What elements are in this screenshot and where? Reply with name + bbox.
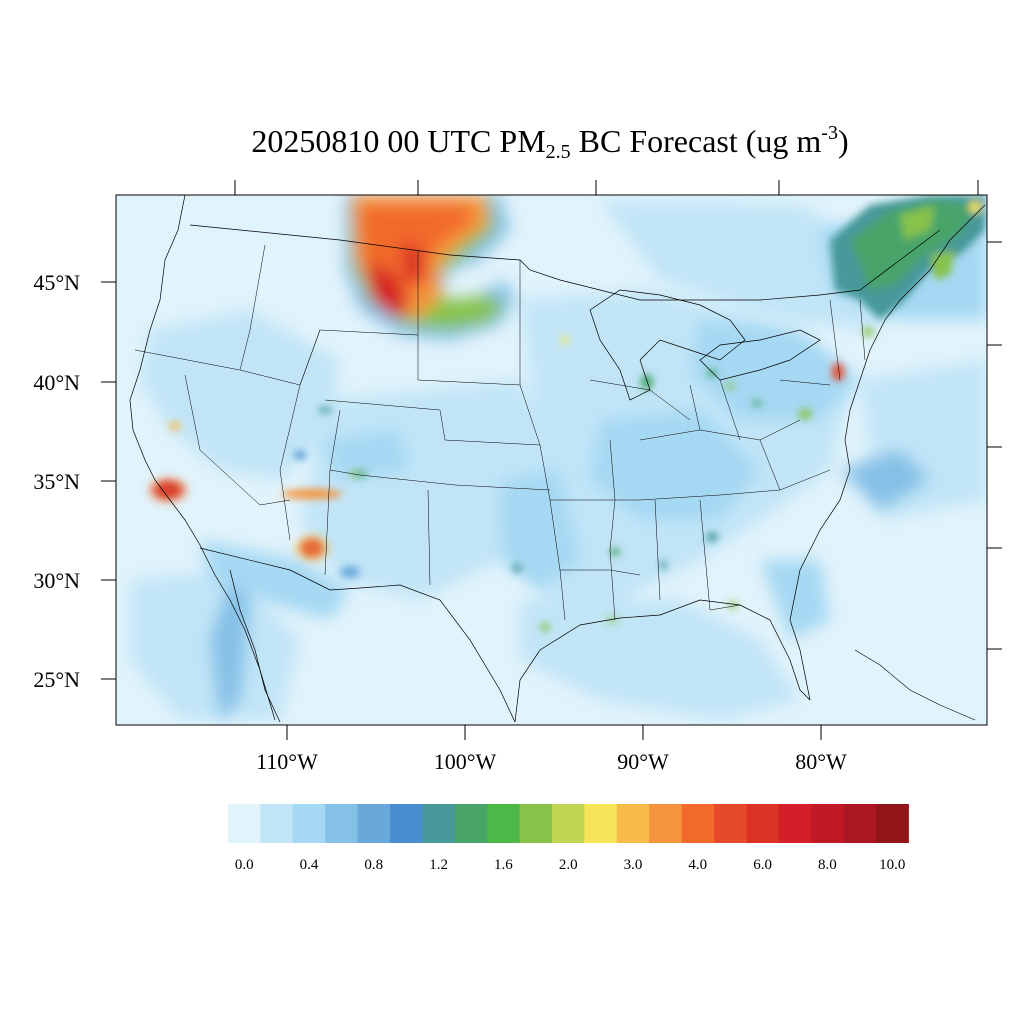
latitude-labels: 45°N 40°N 35°N 30°N 25°N	[33, 270, 80, 692]
colorbar-tick-label: 1.2	[429, 857, 448, 873]
lat-label: 25°N	[33, 667, 80, 692]
colorbar-tick-label: 1.6	[494, 857, 513, 873]
gulf-coast	[514, 599, 811, 723]
atlantic-coast	[789, 204, 986, 701]
colorbar-swatch	[552, 804, 585, 843]
lat-label: 30°N	[33, 568, 80, 593]
us-canada-border	[189, 224, 941, 301]
boundary-lines	[129, 195, 986, 723]
concentration-field	[116, 195, 987, 725]
colorbar-labels: 0.0 0.4 0.8 1.2 1.6 2.0 3.0 4.0 6.0 8.0 10.0	[235, 857, 906, 873]
lake-erie-ontario	[699, 329, 821, 381]
colorbar-swatch	[584, 804, 618, 843]
pacific-coastline	[129, 195, 276, 721]
colorbar-swatch	[519, 804, 553, 843]
lon-label: 110°W	[256, 749, 318, 774]
colorbar-swatch	[876, 804, 909, 843]
caribbean-islands	[854, 649, 976, 721]
colorbar-tick-label: 6.0	[753, 857, 772, 873]
colorbar-tick-label: 3.0	[624, 857, 643, 873]
lon-label: 80°W	[795, 749, 847, 774]
colorbar-swatch	[454, 804, 488, 843]
colorbar-tick-label: 10.0	[879, 857, 905, 873]
colorbar-swatch	[681, 804, 715, 843]
baja-coast	[229, 569, 281, 723]
lon-label: 100°W	[434, 749, 497, 774]
colorbar-swatch	[292, 804, 326, 843]
axis-ticks	[101, 180, 1002, 740]
colorbar-swatch	[746, 804, 780, 843]
colorbar-swatch	[811, 804, 845, 843]
colorbar-tick-label: 2.0	[559, 857, 578, 873]
colorbar-swatch	[325, 804, 359, 843]
colorbar-swatch	[228, 804, 261, 843]
lat-label: 35°N	[33, 469, 80, 494]
colorbar-swatch	[778, 804, 812, 843]
colorbar-swatch	[714, 804, 747, 843]
map-title: 20250810 00 UTC PM2.5 BC Forecast (ug m-…	[251, 122, 849, 163]
colorbar	[228, 804, 909, 843]
colorbar-tick-label: 0.0	[235, 857, 254, 873]
lat-label: 45°N	[33, 270, 80, 295]
colorbar-swatch	[357, 804, 391, 843]
colorbar-tick-label: 4.0	[688, 857, 707, 873]
colorbar-swatch	[260, 804, 294, 843]
colorbar-tick-label: 8.0	[818, 857, 837, 873]
smoke-plume	[345, 195, 515, 340]
us-mexico-border	[199, 547, 516, 723]
colorbar-swatch	[390, 804, 423, 843]
northeast-green-region	[830, 195, 985, 320]
state-lines	[134, 244, 866, 621]
colorbar-tick-label: 0.8	[364, 857, 383, 873]
colorbar-tick-label: 0.4	[300, 857, 319, 873]
map-frame	[115, 194, 988, 726]
great-lakes	[589, 289, 746, 401]
colorbar-swatch	[616, 804, 650, 843]
longitude-labels: 110°W 100°W 90°W 80°W	[256, 749, 847, 774]
lon-label: 90°W	[617, 749, 669, 774]
colorbar-swatch	[422, 804, 456, 843]
colorbar-swatch	[843, 804, 877, 843]
colorbar-swatch	[487, 804, 521, 843]
colorbar-swatch	[649, 804, 683, 843]
lat-label: 40°N	[33, 370, 80, 395]
